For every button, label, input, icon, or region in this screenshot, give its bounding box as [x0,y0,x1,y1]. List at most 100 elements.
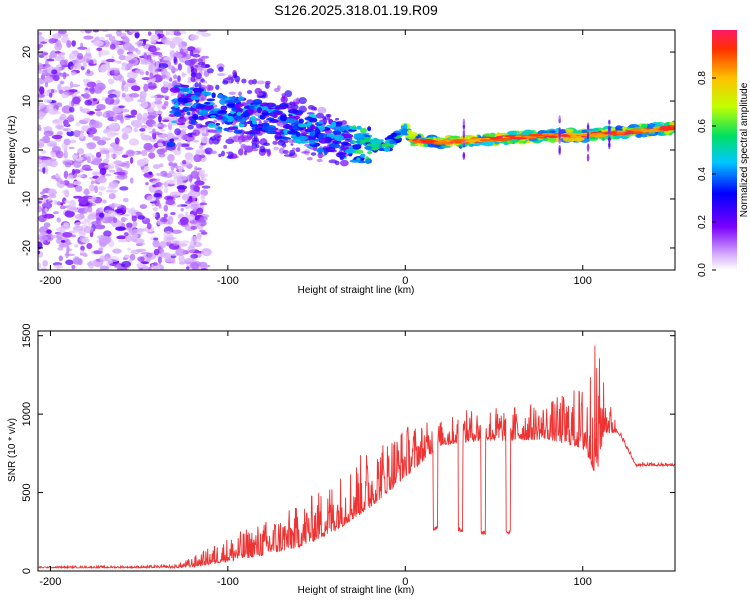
spectral-cell [116,173,128,180]
spectral-cell [57,102,63,108]
spectral-cell [73,129,81,138]
spectral-cell [199,154,206,159]
spectral-cell [60,224,71,230]
spectral-cell [131,214,138,222]
spectral-cell [350,127,357,131]
spectral-cell [152,207,159,212]
spectral-cell [96,176,107,184]
spectral-cell [115,60,122,64]
spectral-cell [318,134,324,139]
spectral-cell [148,171,153,175]
spectral-cell [256,92,264,96]
spectral-cell [150,101,156,109]
spectral-cell [38,236,49,241]
spectral-cell [109,43,116,50]
colorbar-gradient [712,30,737,270]
spectral-cell [54,50,61,54]
spectral-cell [106,129,116,138]
spectral-cell [117,30,121,33]
spectral-cell [43,99,53,103]
spectral-cell [87,196,96,204]
spectral-cell [187,213,195,221]
spectral-cell [87,133,94,138]
spectral-cell [123,254,131,259]
spectral-cell [126,71,138,80]
spectral-cell [84,30,92,34]
spectral-cell [177,116,187,124]
spectral-cell [81,94,85,97]
spectral-cell [110,153,118,159]
spectral-cell [155,110,163,115]
spectral-cell [118,75,125,82]
spectral-cell [123,213,130,217]
spectral-cell [112,145,124,152]
spectral-cell [359,153,366,159]
spectral-cell [117,171,126,176]
spectral-cell [42,166,46,174]
spectral-cell [82,253,88,258]
spectral-cell [190,67,198,75]
spectral-cell [381,143,391,148]
spectral-cell [317,121,324,124]
spectral-cell [173,240,180,246]
spectral-cell [87,214,97,220]
spectral-cell [197,61,206,66]
spectral-cell [586,154,590,162]
spectral-cell [128,59,136,64]
spectral-cell [99,167,107,175]
spectral-cell [367,126,372,132]
x-tick-label: -100 [217,576,239,588]
spectral-cell [103,230,112,237]
spectral-cell [65,259,74,266]
spectral-cell [285,118,298,124]
spectral-cell [356,125,362,130]
spectral-cell [74,213,85,220]
spectral-cell [558,148,561,154]
spectral-cell [38,157,49,160]
spectral-cell [608,127,611,135]
spectral-cell [40,38,51,42]
spectral-cell [143,142,153,151]
spectral-cell [54,42,63,51]
spectral-cell [215,122,221,126]
spectral-cell [171,229,183,234]
spectral-cell [160,74,167,79]
spectral-cell [108,122,120,131]
spectral-cell [152,51,163,56]
spectral-cell [108,256,120,263]
spectral-cell [140,132,145,137]
spectral-cell [173,30,181,34]
spectrogram-xlabel: Height of straight line (km) [298,285,415,296]
spectral-cell [238,91,242,97]
spectral-cell [272,110,283,116]
spectral-cell [77,46,88,50]
spectral-cell [88,119,100,129]
spectral-cell [43,130,54,137]
spectral-cell [41,202,53,210]
spectral-cell [354,149,364,154]
spectral-cell [338,152,347,155]
spectral-cell [112,248,122,254]
spectral-cell [264,102,276,108]
spectral-cell [190,235,202,243]
spectral-cell [139,262,144,268]
spectral-cell [177,97,185,103]
spectral-cell [128,138,140,146]
spectral-cell [367,151,373,155]
spectral-cell [82,93,90,99]
spectral-cell [295,147,301,153]
spectral-cell [176,192,182,196]
spectral-cell [167,131,173,140]
spectral-cell [83,218,91,223]
spectral-cell [353,133,365,140]
spectral-cell [403,123,408,129]
spectral-cell [68,89,78,93]
spectral-cell [115,115,124,121]
spectral-cell [218,153,222,158]
spectral-cell [195,103,206,108]
spectral-cell [269,119,279,124]
spectral-cell [210,115,217,118]
spectral-cell [59,205,66,210]
